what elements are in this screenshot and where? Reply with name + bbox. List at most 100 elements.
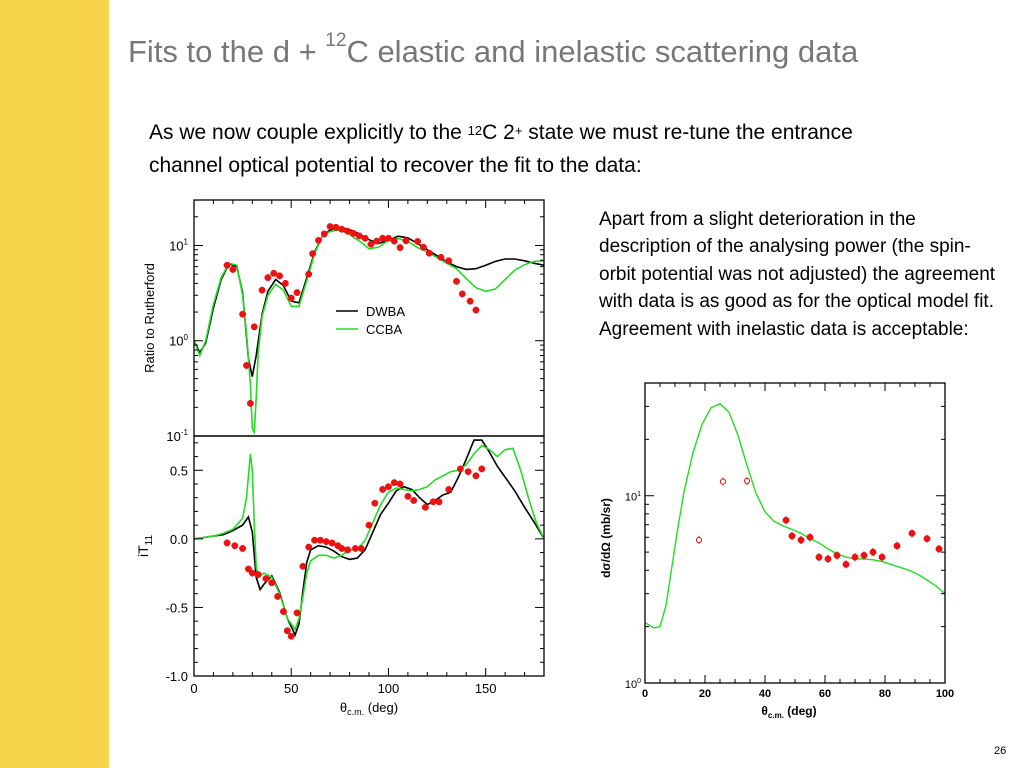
y-axis-label: iT11 (135, 535, 155, 557)
inelastic-data-point (851, 553, 859, 561)
elastic-data-point (419, 243, 427, 251)
analysing-power-panel: 0.5 0.0 -0.5 -1.00 50 100 150 iT11 θc.m. (deg) (135, 435, 545, 717)
x-axis-label: θc.m. (deg) (761, 704, 816, 720)
x-tick-label: 80 (879, 688, 891, 700)
dwba-curve (194, 439, 544, 637)
inelastic-open-data-point (743, 477, 751, 485)
power-data-point (311, 536, 319, 544)
elastic-data-point (414, 238, 422, 245)
power-data-point (322, 538, 330, 546)
power-data-point (456, 465, 464, 473)
power-data-point (262, 575, 270, 583)
ccba-curve (194, 229, 544, 435)
elastic-data-point (379, 234, 387, 242)
slide-title: Fits to the d + 12C elastic and inelasti… (128, 30, 859, 69)
y-tick-label: 0.0 (170, 532, 188, 547)
inelastic-data-point (797, 536, 805, 544)
power-data-point (279, 608, 287, 615)
inelastic-data-point (815, 553, 823, 561)
power-data-point (287, 632, 295, 640)
elastic-data-point (445, 257, 453, 265)
elastic-data-point (250, 323, 258, 331)
elastic-data-point (293, 289, 301, 297)
power-data-point (283, 627, 291, 635)
inelastic-scattering-figure: 100 101 0 20 40 60 80 100 dσ/dΩ (mb/sr) θc.m. (de… (599, 382, 954, 720)
x-axis-label: θc.m. (deg) (340, 700, 398, 717)
x-tick-label: 20 (699, 688, 711, 700)
power-data-point (445, 486, 453, 493)
x-tick-label: 100 (936, 688, 954, 700)
power-data-point (390, 479, 398, 487)
elastic-data-point (281, 279, 289, 287)
power-data-point (239, 545, 247, 552)
x-tick-label: 50 (284, 681, 298, 696)
elastic-data-point (320, 230, 328, 238)
inelastic-data-point (860, 551, 868, 559)
elastic-data-point (276, 272, 284, 280)
power-data-point (248, 569, 256, 577)
power-data-point (384, 483, 392, 491)
inelastic-data-point (923, 535, 931, 543)
elastic-data-point (239, 310, 247, 318)
power-data-point (410, 497, 418, 504)
y-tick-label: -1.0 (166, 669, 188, 684)
inelastic-data-point (893, 542, 901, 550)
power-data-point (429, 498, 437, 506)
elastic-data-point (402, 237, 410, 245)
elastic-data-point (305, 270, 313, 278)
power-data-point (299, 562, 307, 570)
elastic-data-point (270, 269, 278, 277)
x-tick-label: 40 (759, 688, 771, 700)
power-data-point (293, 609, 301, 617)
power-data-point (351, 545, 359, 552)
legend-label-ccba: CCBA (366, 322, 402, 337)
ccba-curve (194, 444, 544, 632)
power-data-point (344, 546, 352, 554)
inelastic-plot-area (645, 402, 945, 629)
elastic-data-point (373, 237, 381, 245)
x-tick-label: 60 (819, 688, 831, 700)
x-tick-label: 0 (190, 681, 197, 696)
y-tick-label: 100 (625, 678, 641, 691)
power-data-point (305, 543, 313, 551)
intro-paragraph: As we now couple explicitly to the 12C 2… (149, 121, 853, 177)
power-data-point (231, 542, 239, 550)
y-tick-label: 101 (169, 238, 188, 254)
power-data-point (421, 503, 429, 511)
power-data-point (316, 536, 324, 544)
power-data-point (328, 539, 336, 547)
elastic-data-point (326, 223, 334, 230)
legend-label-dwba: DWBA (366, 304, 405, 319)
inelastic-data-point (788, 532, 796, 540)
inelastic-open-data-point (695, 536, 703, 544)
elastic-data-point (246, 399, 254, 407)
y-tick-label: 0.5 (170, 463, 188, 478)
x-tick-label: 100 (378, 681, 400, 696)
elastic-data-point (344, 227, 352, 235)
elastic-data-point (287, 294, 295, 302)
page-number: 26 (994, 745, 1007, 757)
power-data-point (371, 499, 379, 507)
elastic-data-point (384, 234, 392, 242)
side-paragraph: Apart from a slight deterioration in the… (599, 209, 996, 340)
y-axis-label: dσ/dΩ (mb/sr) (599, 498, 613, 578)
elastic-data-point (332, 223, 340, 231)
inelastic-data-point (824, 555, 832, 563)
inelastic-data-point (878, 553, 886, 561)
elastic-data-point (338, 225, 346, 233)
inelastic-data-point (908, 529, 916, 537)
inelastic-data-point (869, 548, 877, 556)
y-axis-label: Ratio to Rutherford (142, 263, 157, 373)
inelastic-data-point (833, 551, 841, 559)
inelastic-frame (644, 382, 946, 684)
elastic-data-point (367, 240, 375, 248)
inelastic-panel: 100 101 0 20 40 60 80 100 dσ/dΩ (mb/sr) θc.m. (de… (599, 382, 954, 720)
power-data-point (365, 521, 373, 529)
inelastic-data-point (782, 516, 790, 524)
elastic-ratio-panel: 10-1 100 101 Ratio to Rutherford DWBA CCBA (142, 199, 545, 444)
power-data-point (274, 593, 282, 600)
power-data-point (254, 571, 262, 578)
power-data-point (404, 492, 412, 500)
elastic-data-point (458, 290, 466, 298)
elastic-data-point (258, 286, 266, 294)
